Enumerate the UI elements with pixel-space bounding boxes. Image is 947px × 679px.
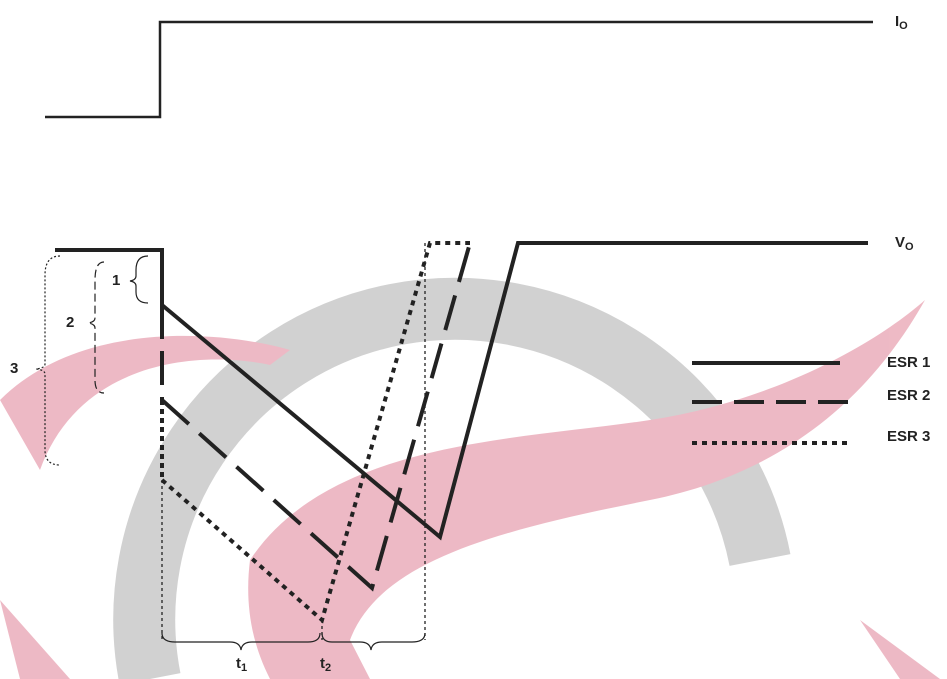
drop-label: 2	[66, 314, 74, 331]
bracket-1	[129, 255, 149, 304]
label-main: I	[895, 13, 899, 30]
drop-label: 3	[10, 360, 18, 377]
brace-t1	[161, 632, 321, 651]
label-sub: O	[899, 20, 908, 32]
watermark-swoosh-left	[0, 335, 290, 470]
drop-label: 1	[112, 272, 120, 289]
watermark-tip	[860, 620, 940, 679]
watermark-tip-left	[0, 600, 70, 679]
legend-label: ESR 3	[887, 428, 930, 445]
watermark	[0, 277, 940, 679]
legend-label: ESR 1	[887, 354, 930, 371]
io-waveform	[45, 20, 873, 119]
esr3-waveform	[160, 241, 470, 624]
label-sub: O	[905, 241, 914, 253]
label-sub: 2	[325, 662, 331, 674]
label-sub: 1	[241, 662, 247, 674]
label-main: t	[320, 655, 325, 672]
time-label: t2	[320, 655, 331, 674]
legend-label: ESR 2	[887, 387, 930, 404]
esr2-waveform	[160, 242, 472, 592]
watermark-arc	[113, 277, 791, 679]
label-main: V	[895, 234, 905, 251]
label-main: t	[236, 655, 241, 672]
esr1-waveform	[55, 241, 868, 541]
bracket-2	[87, 261, 105, 394]
time-label: t1	[236, 655, 247, 674]
vo-label: VO	[895, 234, 914, 253]
bracket-3	[35, 255, 61, 466]
brace-t2	[321, 632, 426, 651]
watermark-swoosh	[248, 300, 925, 679]
io-label: IO	[895, 13, 908, 32]
